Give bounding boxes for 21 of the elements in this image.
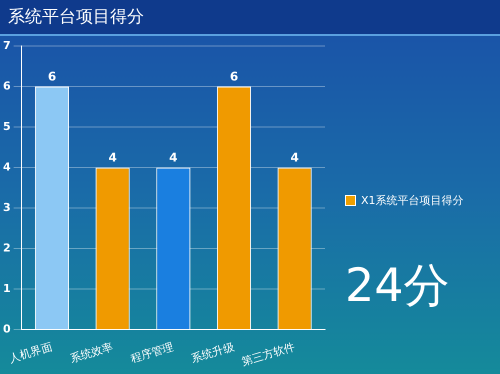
data-label: 4 [169,150,178,165]
y-tick-label: 4 [3,160,11,174]
y-tick-label: 3 [3,200,11,214]
y-tick-label: 5 [3,120,11,133]
text: 24分 [345,257,450,314]
x-tick-label: 系统效率 [68,340,114,366]
x-tick-label: 系统升级 [190,340,236,366]
y-tick-label: 0 [3,322,11,336]
y-tick-label: 2 [3,241,11,254]
data-label: 6 [48,70,56,84]
y-tick-label: 7 [3,38,11,52]
text: X1系统平台项目得分 [361,193,464,208]
x-tick-label: 程序管理 [129,340,175,366]
data-label: 6 [230,70,238,84]
y-tick-label: 1 [3,282,11,296]
data-label: 4 [108,150,117,165]
x-tick-label: 人机界面 [8,340,54,366]
y-tick-label: 6 [3,79,11,92]
data-label: 4 [290,150,299,165]
chart-title: 系统平台项目得分 [0,0,500,36]
x-tick-label: 第三方软件 [240,340,296,368]
